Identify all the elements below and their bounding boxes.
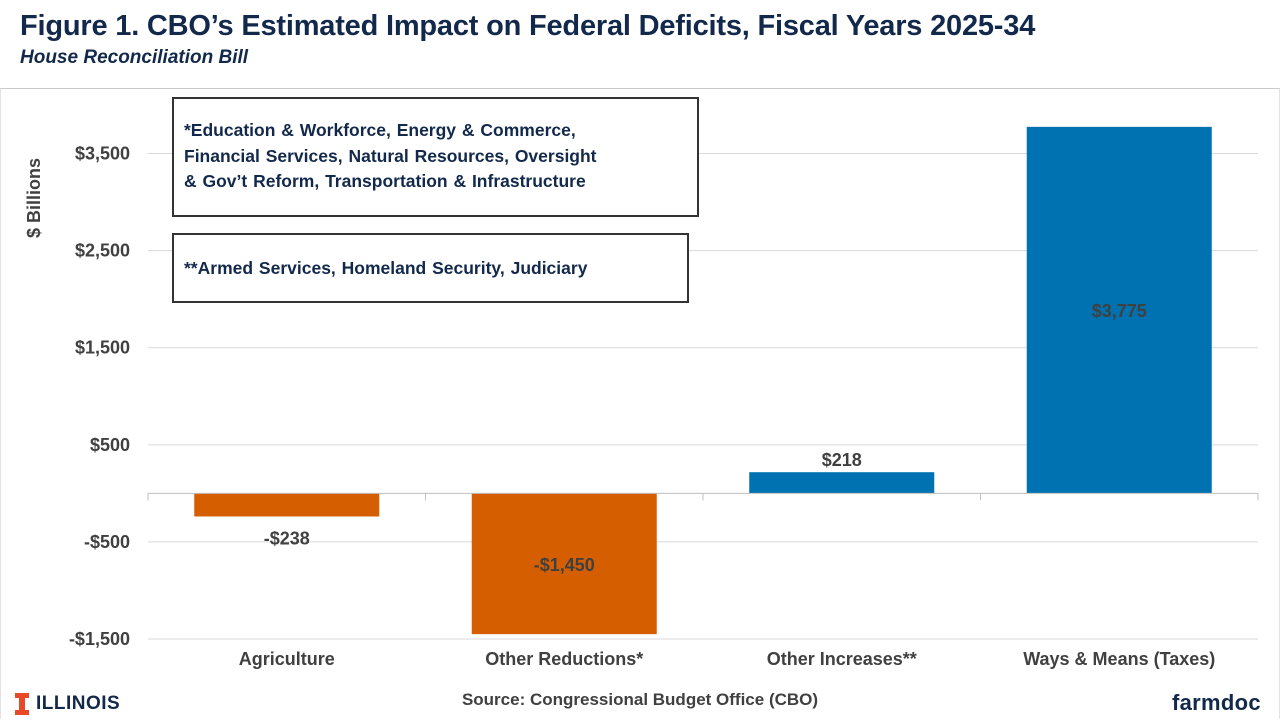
y-tick-label: $1,500 (75, 338, 130, 358)
x-category-label: Other Reductions* (485, 649, 643, 669)
bar (471, 493, 657, 635)
x-category-label: Ways & Means (Taxes) (1023, 649, 1215, 669)
committee-note-reductions: *Education & Workforce, Energy & Commerc… (172, 97, 699, 217)
data-label: -$1,450 (534, 555, 595, 575)
labels: -$1,500 -$500 $500 $1,500 $2,500 $3,500 Agricu… (69, 144, 1215, 669)
note-line: **Armed Services, Homeland Security, Jud… (184, 258, 588, 278)
y-tick-label: -$500 (84, 532, 130, 552)
note-line: & Gov’t Reform, Transportation & Infrast… (184, 171, 586, 191)
chart-header: Figure 1. CBO’s Estimated Impact on Fede… (0, 0, 1280, 88)
y-tick-label: $2,500 (75, 241, 130, 261)
x-axis (147, 492, 1259, 501)
y-tick-label: $500 (90, 435, 130, 455)
data-label: $3,775 (1092, 301, 1147, 321)
y-axis-label: $ Billions (24, 158, 44, 238)
bar (194, 493, 380, 517)
illinois-logo-text: ILLINOIS (36, 693, 121, 714)
chart-title: Figure 1. CBO’s Estimated Impact on Fede… (20, 10, 1036, 42)
farmdoc-logo: farmdoc (1172, 690, 1261, 715)
x-category-label: Agriculture (239, 649, 335, 669)
bar (749, 472, 935, 494)
bar (1026, 126, 1212, 494)
data-label: -$238 (264, 528, 310, 548)
bars (194, 126, 1212, 635)
x-category-label: Other Increases** (767, 649, 917, 669)
chart-subtitle: House Reconciliation Bill (20, 47, 249, 68)
illinois-block-i-icon (15, 693, 29, 715)
note-line: Financial Services, Natural Resources, O… (184, 145, 597, 166)
illinois-logo: ILLINOIS (15, 693, 120, 715)
y-tick-label: $3,500 (75, 144, 130, 164)
y-tick-label: -$1,500 (69, 629, 130, 649)
source-note: Source: Congressional Budget Office (CBO… (461, 690, 819, 709)
note-line: *Education & Workforce, Energy & Commerc… (184, 120, 576, 140)
data-label: $218 (822, 450, 862, 470)
committee-note-increases: **Armed Services, Homeland Security, Jud… (172, 233, 689, 303)
